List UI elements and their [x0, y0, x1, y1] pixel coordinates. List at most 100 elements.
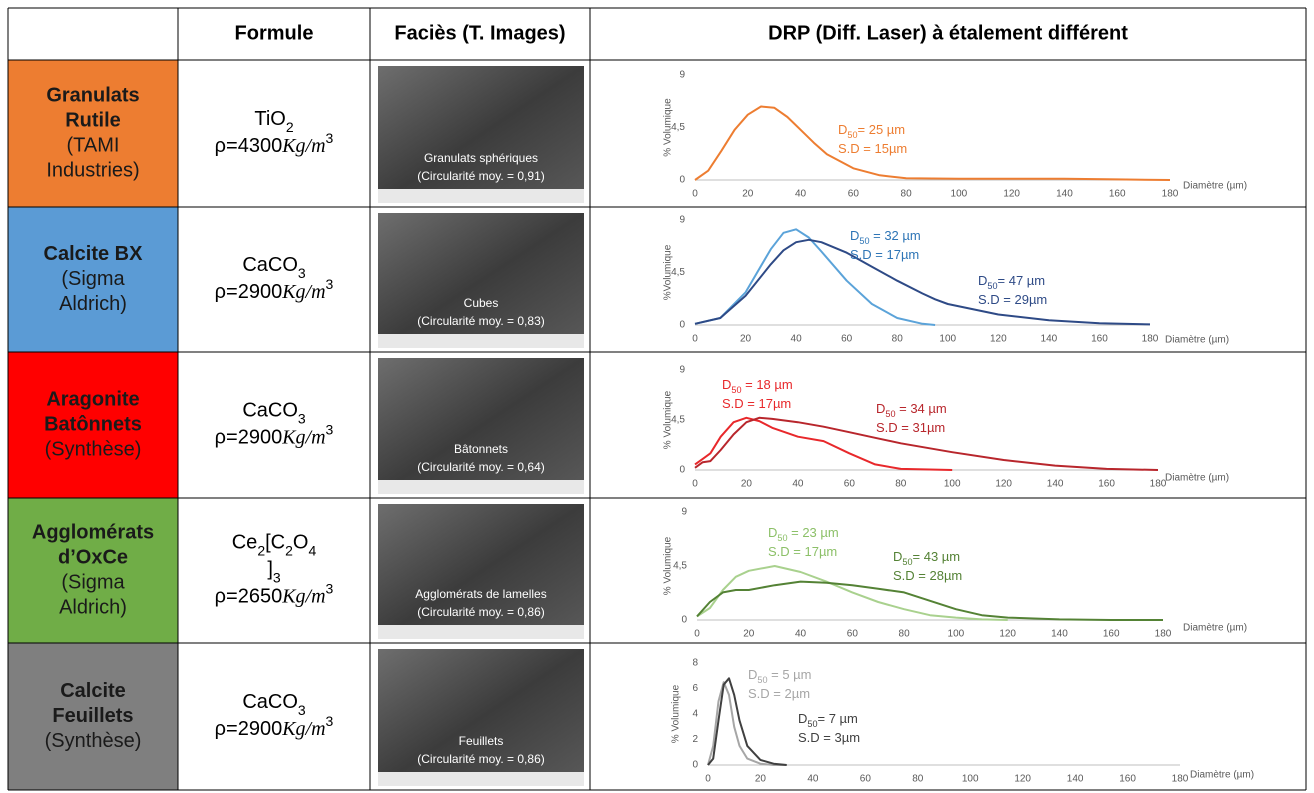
- density: ρ=2900Kg/m3​: [215, 421, 334, 449]
- annotation: S.D = 15µm: [838, 141, 907, 156]
- text-segment: S.D = 2µm: [748, 686, 810, 701]
- text-segment: S.D = 17µm: [722, 396, 791, 411]
- annotation: D50​= 43 µm: [893, 549, 960, 567]
- text-segment: CaCO: [242, 254, 298, 276]
- x-tick-label: 20: [741, 479, 753, 490]
- scale-bar: [378, 625, 584, 639]
- x-tick-label: 180: [1150, 479, 1167, 490]
- text-segment: 3: [326, 130, 334, 146]
- text-segment: D: [850, 228, 859, 243]
- text-segment: Kg/m: [281, 718, 325, 740]
- name-cell: [8, 207, 178, 352]
- row-name-line: Agglomérats: [32, 521, 154, 543]
- annotation: D50​ = 23 µm: [768, 525, 839, 543]
- sem-image: [378, 504, 584, 639]
- text-segment: TiO: [254, 108, 285, 130]
- x-tick-label: 20: [742, 189, 754, 200]
- x-tick-label: 140: [1067, 774, 1084, 785]
- text-segment: D: [798, 711, 807, 726]
- sem-image: [378, 358, 584, 494]
- x-tick-label: 20: [755, 774, 767, 785]
- sem-image: [378, 66, 584, 203]
- text-segment: = 25 µm: [858, 122, 906, 137]
- row-name-line: Aldrich): [59, 596, 127, 618]
- x-tick-label: 0: [705, 774, 711, 785]
- x-tick-label: 0: [692, 479, 698, 490]
- text-segment: S.D = 17µm: [850, 247, 919, 262]
- y-tick-label: 9: [679, 215, 685, 226]
- text-segment: S.D = 28µm: [893, 568, 962, 583]
- row-name-line: (TAMI: [67, 134, 120, 156]
- series-line: [694, 416, 1159, 471]
- row-name-line: Feuillets: [52, 705, 133, 727]
- x-tick-label: 120: [995, 479, 1012, 490]
- text-segment: 3: [273, 569, 281, 585]
- x-tick-label: 60: [848, 189, 860, 200]
- row-name-line: Aragonite: [46, 388, 139, 410]
- y-tick-label: 9: [679, 70, 685, 81]
- y-axis-label: % Volumique: [663, 98, 674, 157]
- text-segment: S.D = 31µm: [876, 420, 945, 435]
- y-tick-label: 0: [679, 465, 685, 476]
- row-name-line: Calcite BX: [44, 243, 144, 265]
- x-tick-label: 180: [1155, 629, 1172, 640]
- image-caption: Agglomérats de lamelles: [415, 587, 546, 601]
- header-drp: DRP (Diff. Laser) à étalement différent: [768, 22, 1128, 44]
- text-segment: CaCO: [242, 691, 298, 713]
- image-caption: (Circularité moy. = 0,91): [417, 169, 544, 183]
- text-segment: ρ=2900: [215, 281, 283, 303]
- text-segment: 50: [885, 409, 895, 419]
- image-caption: Cubes: [464, 296, 499, 310]
- x-tick-label: 80: [899, 629, 911, 640]
- sem-image: [378, 213, 584, 348]
- series-line: [696, 565, 1008, 621]
- formula: ]3​: [267, 559, 281, 585]
- text-segment: 50: [847, 130, 857, 140]
- text-segment: D: [722, 377, 731, 392]
- series-line: [694, 416, 953, 471]
- image-caption: Bâtonnets: [454, 442, 508, 456]
- text-segment: 3: [326, 580, 334, 596]
- text-segment: ρ=4300: [215, 135, 283, 157]
- x-tick-label: 60: [841, 334, 853, 345]
- y-tick-label: 8: [692, 658, 698, 669]
- density: ρ=2900Kg/m3​: [215, 713, 334, 741]
- text-segment: D: [748, 667, 757, 682]
- text-segment: S.D = 17µm: [768, 544, 837, 559]
- name-cell: [8, 60, 178, 207]
- text-segment: D: [768, 525, 777, 540]
- series-line: [696, 580, 1163, 621]
- text-segment: 3: [298, 265, 306, 281]
- image-caption: (Circularité moy. = 0,86): [417, 605, 544, 619]
- text-segment: = 5 µm: [768, 667, 812, 682]
- x-tick-label: 100: [948, 629, 965, 640]
- text-segment: 50: [757, 675, 767, 685]
- formula: CaCO3​: [242, 400, 306, 426]
- x-tick-label: 140: [1056, 189, 1073, 200]
- text-segment: 50: [902, 557, 912, 567]
- annotation: S.D = 3µm: [798, 730, 860, 745]
- x-tick-label: 40: [792, 479, 804, 490]
- x-tick-label: 100: [939, 334, 956, 345]
- text-segment: 2: [286, 119, 294, 135]
- text-segment: = 23 µm: [788, 525, 839, 540]
- y-tick-label: 0: [679, 175, 685, 186]
- name-cell: [8, 643, 178, 790]
- text-segment: Kg/m: [281, 426, 325, 448]
- name-cell: [8, 498, 178, 643]
- image-caption: Granulats sphériques: [424, 151, 538, 165]
- x-tick-label: 20: [740, 334, 752, 345]
- text-segment: = 43 µm: [913, 549, 961, 564]
- series-line: [694, 238, 1151, 326]
- row-name-line: Rutile: [65, 109, 121, 131]
- y-tick-label: 0: [692, 760, 698, 771]
- text-segment: Kg/m: [281, 135, 325, 157]
- x-tick-label: 40: [807, 774, 819, 785]
- text-segment: ρ=2900: [215, 718, 283, 740]
- row-name-line: (Sigma: [61, 571, 125, 593]
- scale-bar: [378, 480, 584, 494]
- text-segment: 50: [807, 719, 817, 729]
- x-tick-label: 80: [912, 774, 924, 785]
- text-segment: S.D = 29µm: [978, 292, 1047, 307]
- name-cell: [8, 352, 178, 498]
